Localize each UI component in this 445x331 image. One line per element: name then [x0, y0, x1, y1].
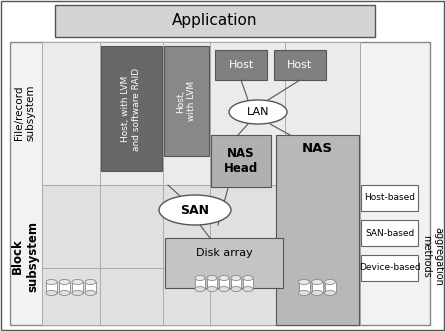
Bar [72, 282, 83, 293]
Bar [46, 282, 57, 293]
Bar [10, 42, 430, 325]
Text: File/record
subsystem: File/record subsystem [14, 85, 36, 141]
Bar [165, 238, 283, 288]
Bar [243, 278, 253, 289]
Text: Application: Application [172, 14, 258, 28]
Ellipse shape [231, 287, 241, 292]
Text: Host,
with LVM: Host, with LVM [176, 81, 196, 121]
Text: Host: Host [287, 60, 313, 70]
Ellipse shape [219, 287, 229, 292]
Ellipse shape [46, 279, 57, 285]
Text: Disk array: Disk array [196, 248, 252, 258]
Text: NAS
Head: NAS Head [224, 147, 258, 175]
Text: Block
aggregation
methods: Block aggregation methods [421, 226, 445, 285]
Ellipse shape [219, 275, 229, 280]
Bar [42, 185, 360, 325]
Ellipse shape [159, 195, 231, 225]
Ellipse shape [324, 291, 336, 296]
Bar [101, 46, 162, 171]
Ellipse shape [312, 279, 323, 285]
Text: Device-based: Device-based [359, 263, 421, 272]
Bar [195, 278, 205, 289]
Ellipse shape [195, 275, 205, 280]
Bar [361, 220, 418, 246]
Bar [299, 282, 310, 293]
Bar [324, 282, 336, 293]
Ellipse shape [231, 275, 241, 280]
Bar [207, 278, 217, 289]
Ellipse shape [46, 291, 57, 296]
Text: Host, with LVM
and software RAID: Host, with LVM and software RAID [121, 68, 141, 151]
Bar [164, 46, 209, 156]
Bar [276, 135, 359, 325]
Ellipse shape [85, 279, 96, 285]
Ellipse shape [72, 279, 83, 285]
Ellipse shape [312, 291, 323, 296]
Bar [85, 282, 96, 293]
Ellipse shape [299, 279, 310, 285]
Bar [231, 278, 241, 289]
Bar [55, 5, 375, 37]
Ellipse shape [72, 291, 83, 296]
Text: Host: Host [228, 60, 254, 70]
Ellipse shape [299, 291, 310, 296]
Text: SAN: SAN [181, 204, 210, 216]
Ellipse shape [207, 287, 217, 292]
Text: Host-based: Host-based [364, 194, 415, 203]
Bar [211, 135, 271, 187]
Ellipse shape [229, 100, 287, 124]
Text: SAN-based: SAN-based [365, 228, 414, 238]
Ellipse shape [59, 279, 70, 285]
Bar [312, 282, 323, 293]
Text: LAN: LAN [247, 107, 269, 117]
Ellipse shape [207, 275, 217, 280]
Ellipse shape [243, 287, 253, 292]
Bar [274, 50, 326, 80]
Bar [59, 282, 70, 293]
Ellipse shape [195, 287, 205, 292]
Ellipse shape [324, 279, 336, 285]
Bar [215, 50, 267, 80]
Bar [361, 255, 418, 281]
Ellipse shape [59, 291, 70, 296]
Bar [219, 278, 229, 289]
Ellipse shape [243, 275, 253, 280]
Text: Block
subsystem: Block subsystem [11, 220, 39, 292]
Bar [361, 185, 418, 211]
Text: NAS: NAS [302, 141, 332, 155]
Bar [42, 42, 360, 185]
Ellipse shape [85, 291, 96, 296]
